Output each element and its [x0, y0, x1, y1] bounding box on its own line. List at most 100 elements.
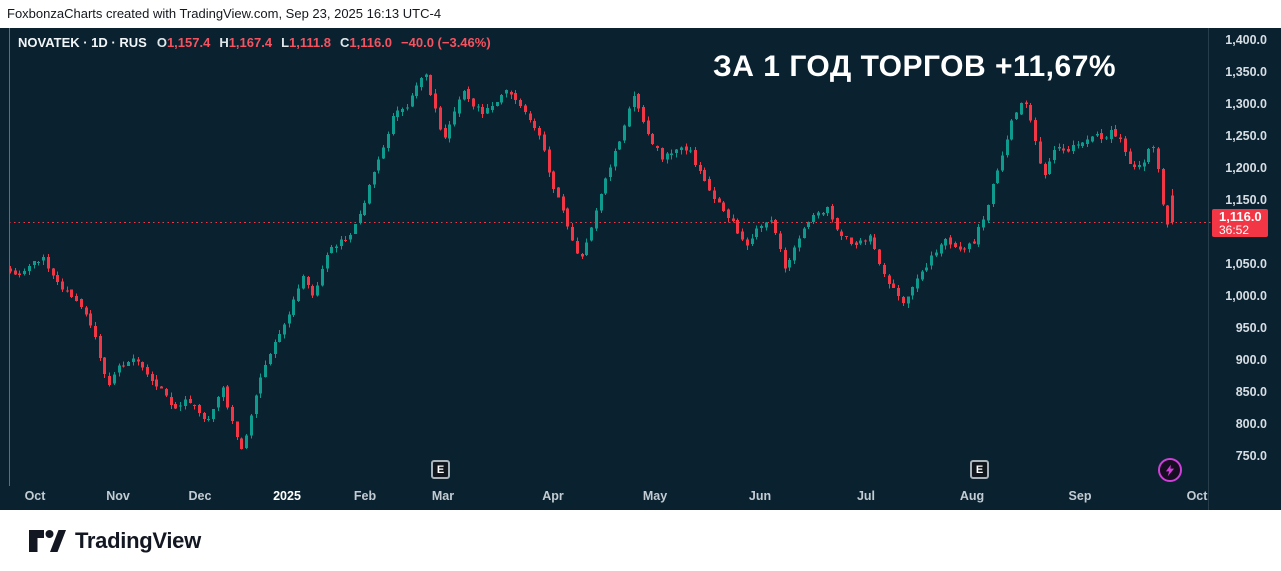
candle: [699, 164, 702, 171]
candle: [66, 290, 69, 292]
candle: [576, 241, 579, 254]
candle: [9, 268, 12, 272]
price-tick-label: 850.0: [1235, 385, 1267, 400]
ohlc-item: H1,167.4: [219, 35, 272, 50]
candle: [1081, 142, 1084, 146]
time-scale[interactable]: Oct Nov Dec 2025 Feb Mar Apr May Jun Jul Aug Sep Oct: [0, 489, 1281, 509]
candle: [996, 170, 999, 183]
candle: [316, 285, 319, 296]
lightning-bolt-icon: [1165, 464, 1175, 476]
symbol-title[interactable]: NOVATEK · 1D · RUS: [18, 35, 147, 50]
earnings-marker[interactable]: E: [431, 460, 450, 479]
candle: [448, 124, 451, 139]
candle: [340, 239, 343, 246]
candle: [855, 242, 858, 246]
candle: [415, 85, 418, 96]
candle: [1001, 155, 1004, 171]
candle: [198, 405, 201, 414]
candle: [873, 237, 876, 249]
candle: [377, 159, 380, 171]
candle: [1058, 146, 1061, 149]
candle: [670, 153, 673, 155]
tradingview-brand-text: TradingView: [75, 528, 201, 553]
ohlc-letter: H: [219, 35, 229, 50]
candle: [193, 404, 196, 406]
candlestick-plot[interactable]: [0, 28, 1281, 510]
candle: [496, 102, 499, 106]
candle: [113, 374, 116, 384]
ohlc-value: 1,167.4: [228, 35, 273, 50]
candle: [33, 261, 36, 265]
candle: [1048, 161, 1051, 175]
time-tick-month: Dec: [188, 489, 212, 503]
ohlc-value: 1,116.0: [349, 35, 393, 50]
candle: [765, 222, 768, 228]
candle: [297, 288, 300, 301]
candle: [1096, 133, 1099, 136]
time-tick-year: 2025: [273, 489, 301, 503]
price-scale[interactable]: 1,116.0 36:52 1,400.0 1,350.0 1,300.0 1,250…: [1208, 28, 1281, 510]
candle: [628, 108, 631, 127]
candle: [812, 214, 815, 223]
candle: [770, 220, 773, 222]
candle: [1143, 162, 1146, 167]
candle: [269, 354, 272, 364]
candle: [618, 141, 621, 150]
candle: [321, 268, 324, 286]
candle: [231, 407, 234, 421]
candle: [491, 105, 494, 111]
candle: [907, 296, 910, 304]
candle: [774, 219, 777, 234]
candle: [925, 267, 928, 271]
candle: [14, 270, 17, 275]
candle: [406, 107, 409, 109]
candle: [977, 227, 980, 245]
candle: [37, 261, 40, 263]
price-tick-label: 950.0: [1235, 321, 1267, 336]
candle: [661, 148, 664, 160]
flash-event-icon[interactable]: [1158, 458, 1182, 482]
candle: [283, 324, 286, 335]
candle: [203, 412, 206, 419]
candle: [56, 274, 59, 282]
candle: [217, 397, 220, 408]
candle: [307, 277, 310, 285]
candle: [207, 419, 210, 421]
candle: [727, 209, 730, 219]
candle: [656, 145, 659, 148]
candle: [883, 265, 886, 274]
price-tick-label: 1,000.0: [1225, 289, 1267, 304]
candle: [562, 196, 565, 211]
candle: [189, 398, 192, 404]
candle: [987, 205, 990, 221]
candle: [122, 365, 125, 367]
candle: [718, 198, 721, 203]
candle: [845, 236, 848, 238]
candle: [396, 110, 399, 117]
candle: [89, 313, 92, 326]
candle: [784, 249, 787, 269]
candle: [864, 240, 867, 242]
candle: [363, 202, 366, 215]
candle: [954, 243, 957, 248]
candle: [1006, 139, 1009, 155]
chart-pane[interactable]: NOVATEK · 1D · RUS O1,157.4 H1,167.4 L1,111…: [0, 28, 1281, 510]
candle: [595, 210, 598, 229]
ohlc-item: C1,116.0: [340, 35, 392, 50]
candle: [585, 242, 588, 255]
price-tick-label: 1,050.0: [1225, 257, 1267, 272]
ohlc-value: 1,111.8: [289, 35, 331, 50]
candle: [486, 108, 489, 114]
earnings-marker[interactable]: E: [970, 460, 989, 479]
candle: [878, 249, 881, 264]
candle: [793, 247, 796, 261]
candle: [1129, 151, 1132, 164]
candle: [751, 238, 754, 244]
candle: [760, 226, 763, 229]
candle: [434, 93, 437, 109]
price-tick-label: 900.0: [1235, 353, 1267, 368]
candle: [75, 295, 78, 301]
tradingview-brand[interactable]: TradingView: [28, 526, 201, 556]
candle: [604, 178, 607, 194]
candle: [1152, 147, 1155, 149]
